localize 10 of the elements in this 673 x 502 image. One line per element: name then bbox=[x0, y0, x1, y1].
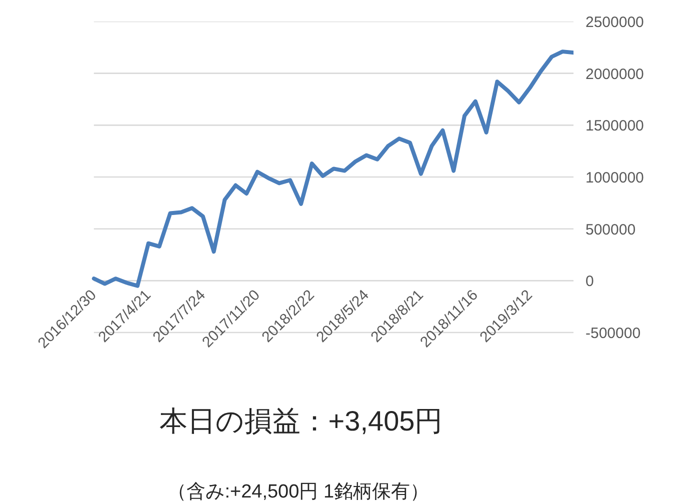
line-series bbox=[92, 50, 574, 288]
text: （含み:+24,500円 1銘柄保有） bbox=[168, 482, 430, 502]
y-tick-label: 1500000 bbox=[586, 118, 644, 135]
y-tick-label: 500000 bbox=[586, 221, 636, 238]
y-tick-label: 1000000 bbox=[586, 170, 644, 187]
y-tick-label: -500000 bbox=[586, 325, 641, 342]
y-tick-label: 0 bbox=[586, 273, 594, 290]
y-tick-label: 2000000 bbox=[586, 66, 644, 83]
text: 本日の損益：+3,405円 bbox=[159, 406, 443, 436]
y-tick-label: 2500000 bbox=[586, 14, 644, 31]
